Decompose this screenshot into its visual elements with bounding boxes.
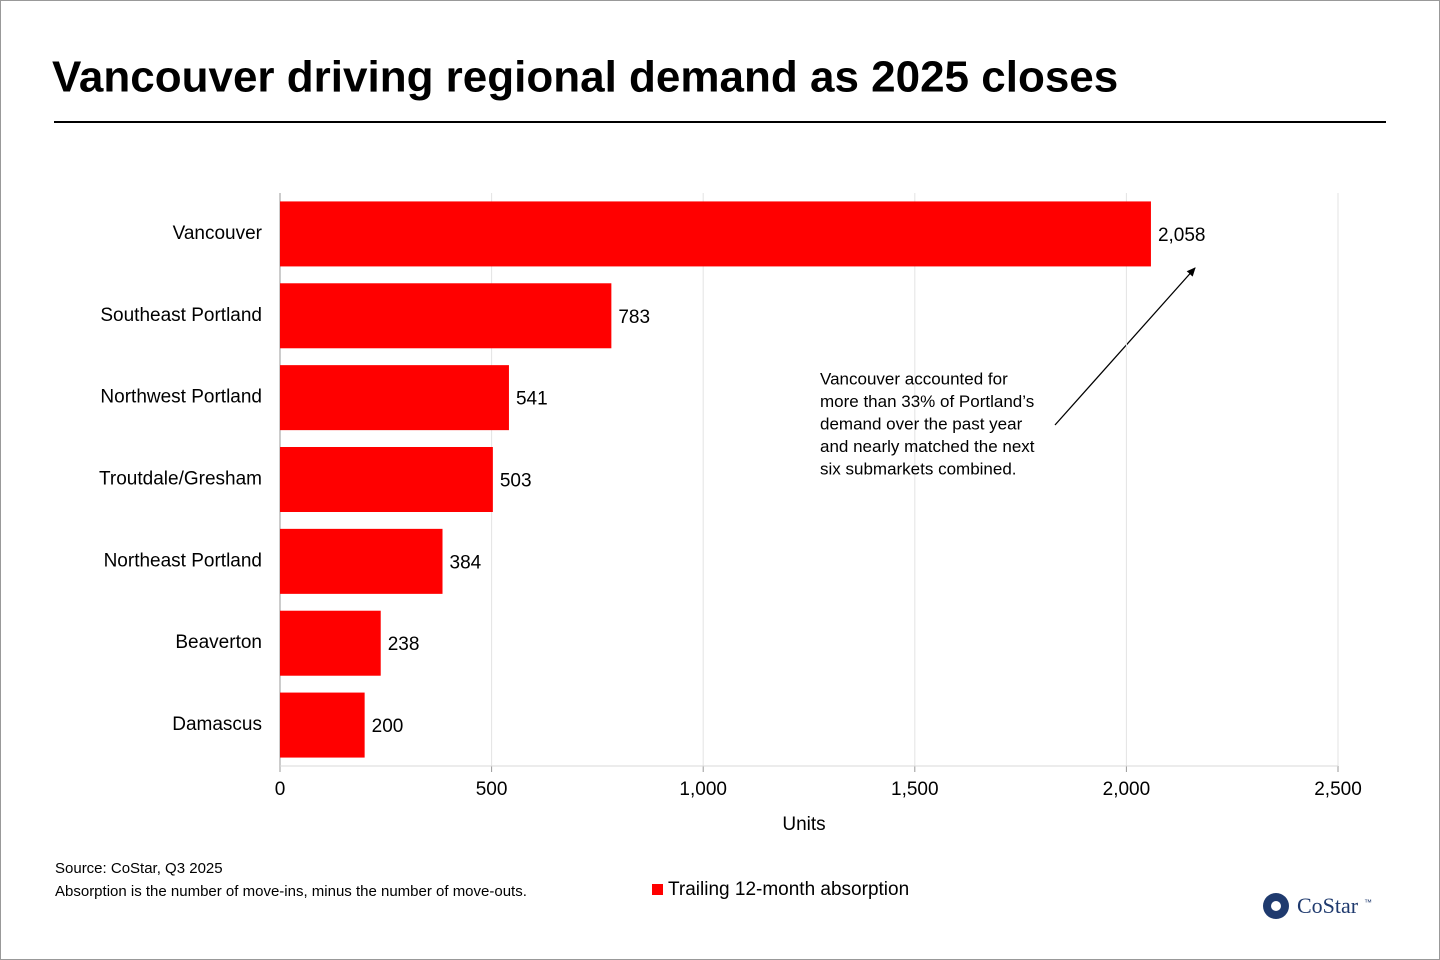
x-tick-label: 1,000 [679, 779, 727, 800]
y-tick-label: Northeast Portland [104, 550, 262, 571]
logo-mark: ™ [1364, 898, 1372, 907]
x-tick-label: 0 [275, 779, 286, 800]
annotation-arrow [1054, 267, 1196, 426]
y-tick-label: Damascus [172, 714, 262, 735]
bar [280, 692, 365, 758]
legend-label: Trailing 12-month absorption [668, 879, 909, 900]
bar [280, 283, 612, 349]
data-label: 541 [516, 389, 548, 410]
x-tick-label: 500 [476, 779, 508, 800]
data-label: 503 [500, 471, 532, 492]
data-label: 238 [388, 634, 420, 655]
data-label: 200 [372, 716, 404, 737]
logo: CoStar ™ [1263, 893, 1372, 919]
logo-icon [1271, 901, 1281, 911]
y-tick-label: Northwest Portland [100, 387, 262, 408]
data-label: 783 [618, 307, 650, 328]
x-tick-label: 2,500 [1314, 779, 1362, 800]
annotation: and nearly matched the next [820, 437, 1035, 456]
y-tick-label: Southeast Portland [100, 305, 262, 326]
annotation: demand over the past year [820, 414, 1023, 433]
chart-title: Vancouver driving regional demand as 202… [52, 53, 1118, 102]
annotation: Vancouver accounted for [820, 369, 1008, 388]
x-tick-label: 1,500 [891, 779, 939, 800]
data-label: 384 [450, 552, 482, 573]
source-line: Source: CoStar, Q3 2025 [55, 860, 223, 877]
bar [280, 528, 443, 594]
logo-text: CoStar [1297, 893, 1359, 918]
legend-swatch [652, 884, 663, 895]
data-label: 2,058 [1158, 225, 1206, 246]
bar [280, 610, 381, 676]
y-tick-label: Beaverton [175, 632, 262, 653]
y-tick-label: Vancouver [173, 223, 263, 244]
x-tick-label: 2,000 [1103, 779, 1151, 800]
x-axis-label: Units [782, 814, 825, 835]
annotation: more than 33% of Portland’s [820, 392, 1034, 411]
bar [280, 447, 493, 512]
bar [280, 201, 1151, 267]
source-line: Absorption is the number of move-ins, mi… [55, 883, 527, 900]
annotation: six submarkets combined. [820, 459, 1017, 478]
y-tick-label: Troutdale/Gresham [99, 469, 262, 490]
bar [280, 365, 509, 431]
